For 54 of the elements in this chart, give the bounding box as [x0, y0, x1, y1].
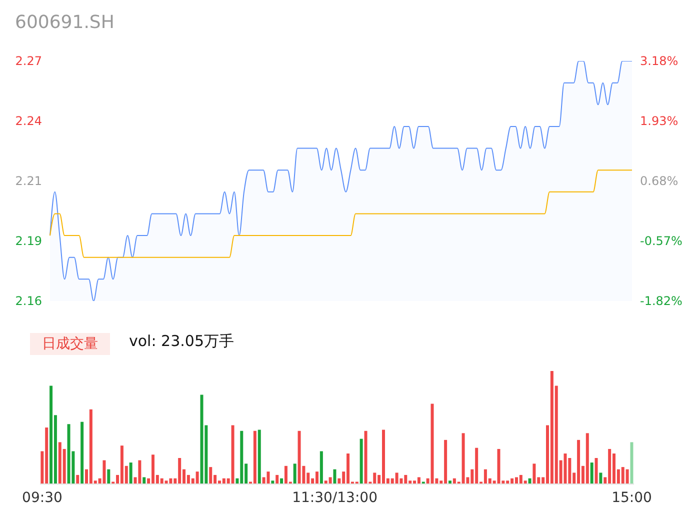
- bar: [395, 472, 398, 484]
- bar: [298, 430, 301, 484]
- bar: [231, 425, 234, 484]
- bar: [266, 472, 270, 484]
- y2-tick-label: 3.18%: [640, 54, 678, 68]
- bar: [76, 474, 80, 484]
- bar: [50, 386, 53, 484]
- bar: [142, 477, 146, 484]
- bar: [532, 464, 536, 484]
- bar: [590, 462, 594, 484]
- bar: [364, 430, 368, 484]
- bar: [80, 422, 84, 484]
- bar: [497, 448, 500, 484]
- chart-title: 600691.SH: [15, 12, 114, 33]
- bar: [200, 394, 204, 484]
- bar: [430, 404, 434, 484]
- line-series: [50, 170, 632, 258]
- bar: [564, 453, 567, 484]
- bar: [196, 472, 199, 484]
- y-tick-label: 2.27: [15, 54, 42, 68]
- bar: [360, 438, 363, 484]
- bar: [107, 469, 110, 484]
- x-tick-label: 11:30/13:00: [292, 490, 378, 506]
- bar: [102, 460, 106, 484]
- bar: [258, 430, 261, 484]
- y-tick-label: 2.16: [15, 294, 42, 308]
- text: 日成交量: [30, 333, 110, 355]
- bar: [67, 424, 70, 484]
- bar: [586, 433, 589, 484]
- bar: [328, 477, 332, 484]
- bar: [417, 477, 420, 484]
- bar: [333, 469, 336, 484]
- y2-tick-label: -0.57%: [640, 234, 682, 248]
- bar: [138, 460, 142, 484]
- y2-tick-label: 1.93%: [640, 114, 678, 128]
- bar: [209, 467, 212, 484]
- text: vol: 23.05万手: [129, 332, 234, 351]
- bar: [462, 433, 465, 484]
- bar: [599, 472, 602, 484]
- bar: [293, 464, 296, 484]
- bar: [630, 442, 634, 484]
- y2-tick-label: -1.82%: [640, 294, 682, 308]
- y-tick-label: 2.21: [15, 174, 42, 188]
- bar: [276, 474, 279, 484]
- y-tick-label: 2.19: [15, 234, 42, 248]
- x-tick-label: 15:00: [612, 490, 652, 506]
- bar: [253, 430, 256, 484]
- bar: [626, 469, 629, 484]
- bar: [320, 451, 323, 484]
- x-tick-label: 09:30: [22, 490, 62, 506]
- bar: [594, 458, 598, 484]
- y2-tick-label: 0.68%: [640, 174, 678, 188]
- y-tick-label: 2.24: [15, 114, 42, 128]
- bar: [129, 462, 132, 484]
